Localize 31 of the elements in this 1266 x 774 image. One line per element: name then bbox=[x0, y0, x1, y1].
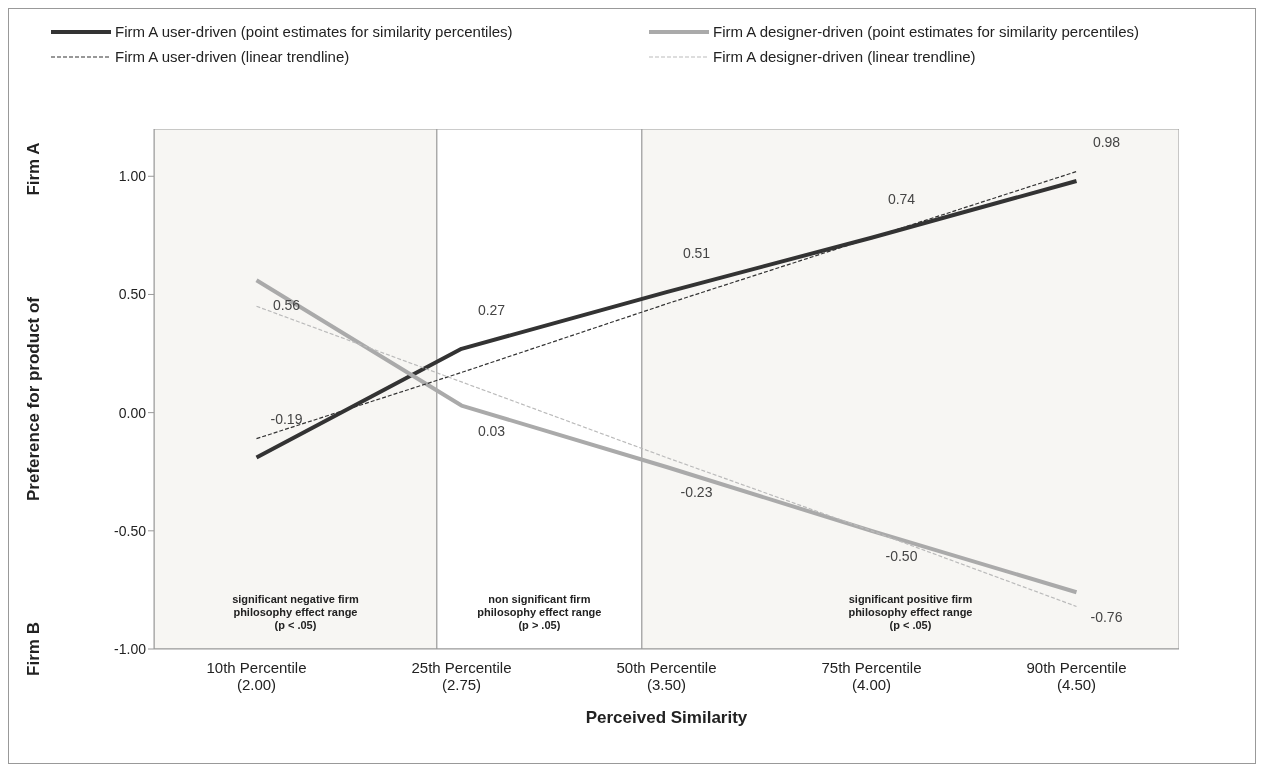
x-tick-label: 90th Percentile (4.50) bbox=[1026, 659, 1127, 693]
y-tick-label: -0.50 bbox=[114, 522, 147, 539]
band-label: non significant firm philosophy effect range (p > .05) bbox=[477, 593, 602, 631]
band-label: significant negative firm philosophy effect range (p < .05) bbox=[232, 593, 359, 631]
data-label: -0.76 bbox=[1090, 609, 1123, 626]
x-tick-label: 75th Percentile (4.00) bbox=[821, 659, 922, 693]
data-label: 0.03 bbox=[477, 422, 506, 439]
y-tick-label: 0.00 bbox=[118, 404, 147, 421]
data-label: 0.98 bbox=[1092, 134, 1121, 150]
y-tick-label: 0.50 bbox=[118, 286, 147, 303]
y-tick-label: 1.00 bbox=[118, 168, 147, 185]
data-label: 0.51 bbox=[682, 245, 711, 262]
x-tick-label: 10th Percentile (2.00) bbox=[206, 659, 307, 693]
y-tick-label: -1.00 bbox=[114, 640, 147, 657]
legend-label: Firm A designer-driven (linear trendline) bbox=[713, 48, 976, 65]
text: Firm A bbox=[24, 142, 44, 196]
data-label: -0.23 bbox=[680, 484, 713, 500]
band-label: significant positive firm philosophy effect range (p < .05) bbox=[848, 593, 973, 631]
legend-label: Firm A designer-driven (point estimates for similarity percentiles) bbox=[713, 23, 1139, 40]
legend-label: Firm A user-driven (linear trendline) bbox=[115, 48, 350, 65]
data-label: 0.74 bbox=[887, 190, 916, 207]
data-label: 0.56 bbox=[272, 297, 301, 314]
data-label: -0.50 bbox=[885, 547, 918, 564]
text: Firm B bbox=[24, 622, 44, 676]
x-axis-title: Perceived Similarity bbox=[585, 708, 748, 727]
x-tick-label: 25th Percentile (2.75) bbox=[411, 659, 512, 693]
data-label: 0.27 bbox=[477, 301, 506, 318]
legend-label: Firm A user-driven (point estimates for similarity percentiles) bbox=[115, 23, 513, 40]
data-label: -0.19 bbox=[270, 410, 303, 427]
x-tick-label: 50th Percentile (3.50) bbox=[616, 659, 717, 693]
y-axis-title: Preference for product of bbox=[24, 296, 44, 502]
